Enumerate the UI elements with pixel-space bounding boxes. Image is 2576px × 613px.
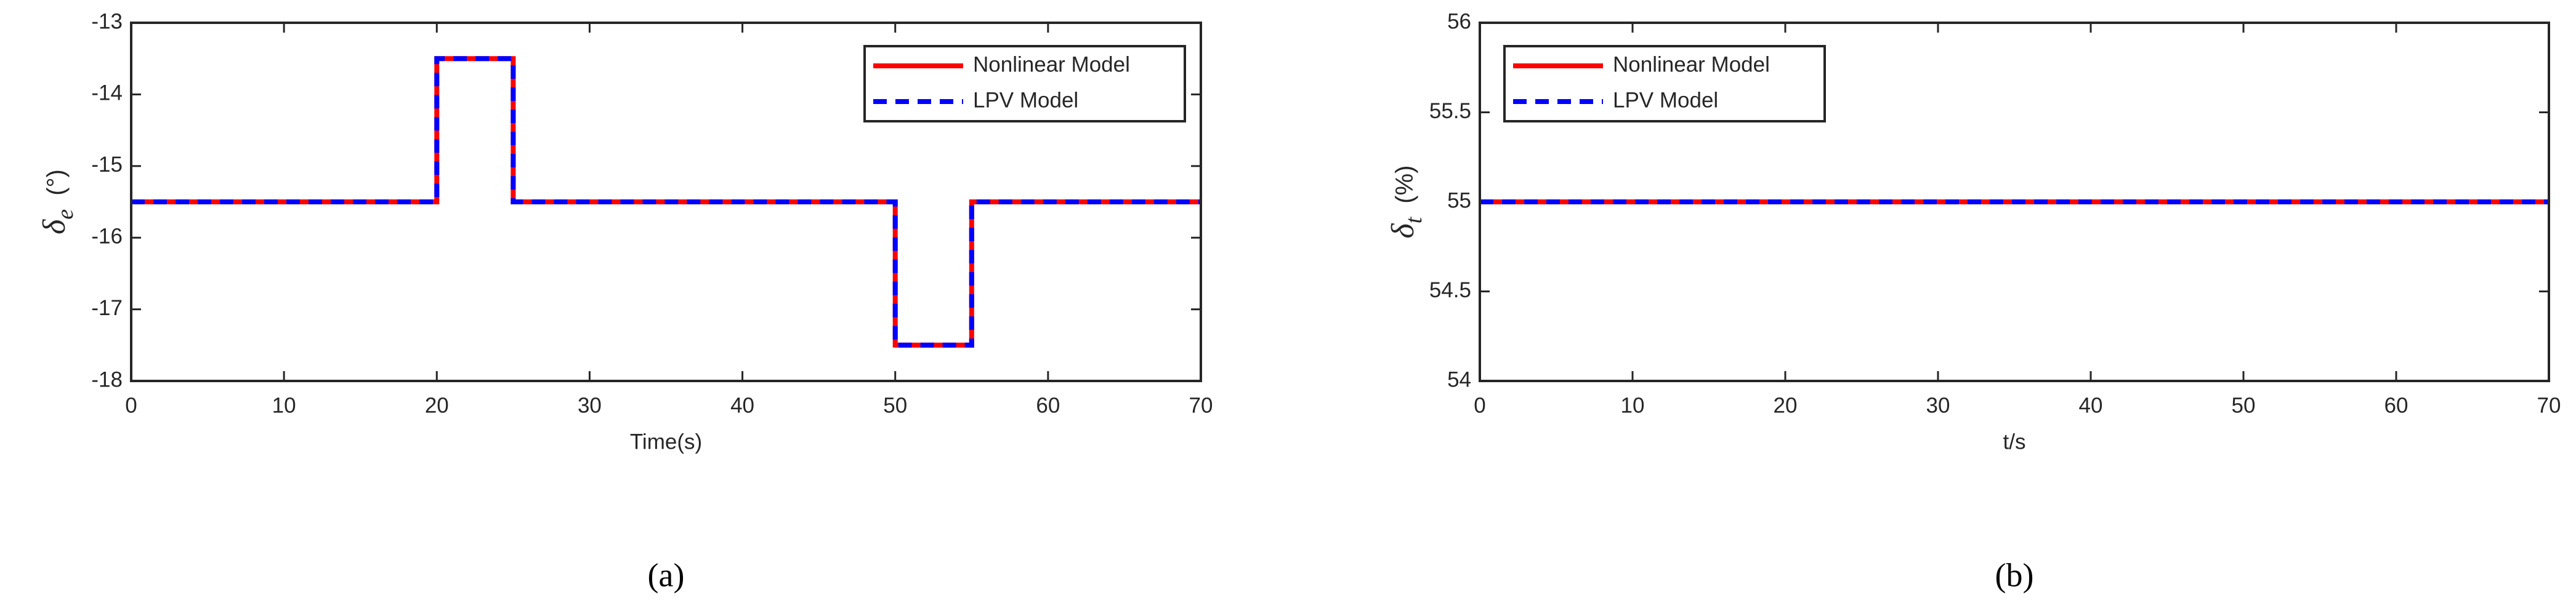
y-label-subscript: e bbox=[52, 209, 78, 220]
caption: (b) bbox=[1995, 556, 2034, 593]
x-tick-label: 10 bbox=[272, 393, 296, 417]
x-axis-label: Time(s) bbox=[630, 430, 702, 454]
x-tick-label: 40 bbox=[730, 393, 754, 417]
legend-label: Nonlinear Model bbox=[1613, 52, 1770, 76]
chart: 0 10 20 30 40 50 60 70 -18 -17 -16 -15 -14 -13 Time(s)… bbox=[37, 9, 1213, 593]
y-tick-label: 56 bbox=[1447, 9, 1471, 33]
y-tick-label: 54 bbox=[1447, 367, 1471, 391]
plot-frame bbox=[1479, 22, 2550, 382]
y-label-subscript: t bbox=[1401, 216, 1427, 223]
x-tick-label: 50 bbox=[883, 393, 907, 417]
y-label-unit: (°) bbox=[42, 169, 70, 196]
x-tick-label: 0 bbox=[125, 393, 137, 417]
legend-label: LPV Model bbox=[1613, 88, 1718, 112]
y-axis-label: δe (°) bbox=[37, 169, 78, 234]
x-tick-label: 40 bbox=[2079, 393, 2103, 417]
y-tick-label: 55 bbox=[1447, 188, 1471, 212]
legend-box bbox=[1503, 45, 1826, 122]
legend-box bbox=[863, 45, 1186, 122]
x-tick-label: 20 bbox=[1774, 393, 1798, 417]
y-axis-label: δt (%) bbox=[1386, 166, 1427, 239]
x-tick-label: 0 bbox=[1474, 393, 1485, 417]
legend-label: LPV Model bbox=[973, 88, 1078, 112]
y-tick-label: -13 bbox=[91, 9, 123, 33]
x-axis-label: t/s bbox=[2003, 430, 2026, 454]
plot-frame bbox=[130, 22, 1202, 382]
x-tick-label: 30 bbox=[578, 393, 602, 417]
x-tick-label: 60 bbox=[1036, 393, 1060, 417]
y-tick-label: 54.5 bbox=[1429, 278, 1471, 302]
y-label-unit: (%) bbox=[1391, 166, 1418, 204]
y-tick-label: -16 bbox=[91, 224, 123, 248]
y-label-symbol: δ bbox=[37, 219, 72, 234]
y-label-symbol: δ bbox=[1386, 223, 1421, 238]
y-tick-label: -15 bbox=[91, 153, 123, 177]
x-tick-label: 70 bbox=[1189, 393, 1213, 417]
y-tick-label: -14 bbox=[91, 81, 123, 105]
x-tick-label: 50 bbox=[2232, 393, 2256, 417]
x-tick-label: 10 bbox=[1621, 393, 1645, 417]
legend-label: Nonlinear Model bbox=[973, 52, 1130, 76]
series-line bbox=[131, 56, 1201, 348]
x-tick-label: 70 bbox=[2537, 393, 2561, 417]
y-tick-label: 55.5 bbox=[1429, 99, 1471, 123]
y-tick-label: -18 bbox=[91, 367, 123, 391]
y-tick-label: -17 bbox=[91, 296, 123, 320]
chart: 0 10 20 30 40 50 60 70 54 54.5 55 55.5 56 t/s δt (%) Non… bbox=[1386, 9, 2561, 593]
x-tick-label: 30 bbox=[1926, 393, 1950, 417]
x-tick-label: 20 bbox=[425, 393, 449, 417]
x-tick-label: 60 bbox=[2384, 393, 2408, 417]
caption: (a) bbox=[648, 556, 685, 593]
